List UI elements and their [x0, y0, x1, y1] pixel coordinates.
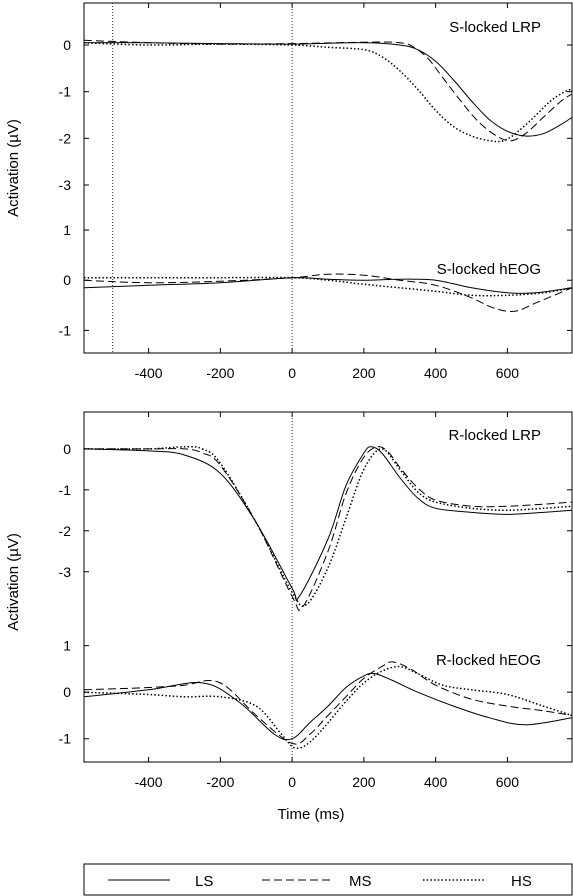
- y-tick-label: 0: [63, 684, 71, 700]
- x-tick-label: 600: [496, 774, 520, 790]
- x-tick-label: -200: [206, 774, 234, 790]
- y-tick-label: -3: [59, 564, 72, 580]
- series-line-hs: [83, 41, 573, 143]
- y-axis-label-bottom: Activation (µV): [5, 533, 22, 631]
- plot-frame: [83, 2, 573, 354]
- series-line-ms: [84, 446, 573, 611]
- x-tick-label: 200: [352, 365, 376, 381]
- y-axis-label-top: Activation (µV): [5, 119, 22, 217]
- y-tick-label: 0: [63, 272, 71, 288]
- y-tick-label: 0: [63, 441, 71, 457]
- y-tick-label: -2: [59, 130, 72, 146]
- legend-box: [83, 863, 573, 896]
- y-tick-label: 1: [63, 638, 71, 654]
- series-line-ms: [83, 273, 573, 313]
- x-tick-label: -200: [206, 365, 234, 381]
- series-line-ls: [83, 446, 573, 602]
- y-tick-label: -1: [59, 84, 72, 100]
- subplot-title: R-locked LRP: [448, 427, 541, 444]
- subplot-title: S-locked hEOG: [437, 261, 541, 278]
- y-tick-label: -1: [59, 322, 72, 338]
- x-axis-label: Time (ms): [278, 806, 345, 823]
- y-tick-label: 1: [63, 222, 71, 238]
- x-tick-label: 600: [496, 365, 520, 381]
- legend-label-ls: LS: [195, 873, 213, 890]
- r-locked-panel: -400 -200 0 200 400 600 0 -1 -2 -3 R-locked LRP 1 0 -…: [59, 411, 573, 790]
- plot-frame: [83, 411, 573, 763]
- series-line-ms: [83, 39, 573, 142]
- series-line-ls: [83, 672, 573, 741]
- x-tick-label: -400: [135, 365, 163, 381]
- y-tick-label: -2: [59, 523, 72, 539]
- series-line-ls: [83, 277, 573, 294]
- y-tick-label: -1: [59, 731, 72, 747]
- series-line-hs: [83, 665, 573, 749]
- series-line-hs: [83, 445, 573, 607]
- s-locked-panel: -400 -200 0 200 400 600 0 -1 -2 -3 S-locked LRP 1 0 -…: [59, 2, 573, 381]
- x-tick-label: 0: [288, 365, 296, 381]
- x-tick-label: -400: [135, 774, 163, 790]
- legend-label-hs: HS: [511, 873, 532, 890]
- series-line-ls: [83, 42, 573, 137]
- series-line-hs: [84, 276, 573, 297]
- x-tick-label: 400: [424, 774, 448, 790]
- x-tick-label: 400: [424, 365, 448, 381]
- subplot-title: R-locked hEOG: [436, 652, 541, 669]
- y-tick-label: 0: [63, 37, 71, 53]
- y-tick-label: -1: [59, 482, 72, 498]
- subplot-title: S-locked LRP: [449, 19, 541, 36]
- legend-label-ms: MS: [349, 873, 372, 890]
- x-tick-label: 0: [288, 774, 296, 790]
- x-tick-label: 200: [352, 774, 376, 790]
- legend: LS MS HS: [83, 863, 573, 896]
- series-line-ms: [83, 661, 573, 745]
- y-tick-label: -3: [59, 177, 72, 193]
